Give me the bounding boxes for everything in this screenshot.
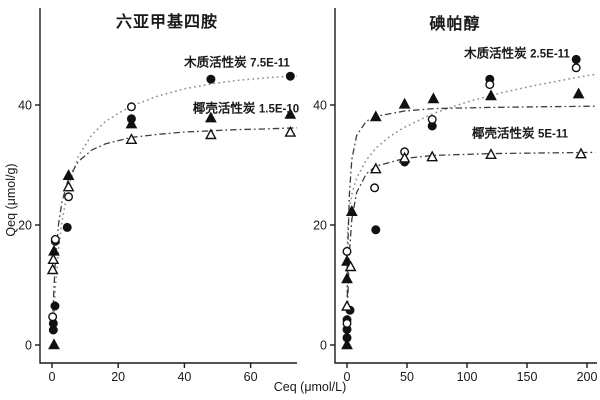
data-point xyxy=(126,102,136,112)
x-tick-label: 0 xyxy=(344,370,351,384)
data-point xyxy=(48,338,60,350)
panel-0: 0 20 40 0 20 40 60 xyxy=(18,8,297,384)
panel-title-iopamidol: 碘帕醇 xyxy=(429,16,481,33)
annotation-right-wood-carbon-name: 木质活性炭 xyxy=(464,46,531,61)
data-point xyxy=(485,148,497,159)
axis-spine xyxy=(334,8,597,364)
data-point xyxy=(426,150,439,162)
y-tick-label: 40 xyxy=(18,99,32,113)
data-point xyxy=(62,222,72,232)
y-axis-label: Qeq (μmol/g) xyxy=(4,163,18,237)
annotation-right-coconut-carbon-coef: 5E-11 xyxy=(537,128,569,141)
data-point xyxy=(285,71,295,81)
data-point xyxy=(398,151,411,163)
data-point xyxy=(342,318,352,328)
data-point xyxy=(341,338,353,350)
data-point xyxy=(205,128,217,140)
panel-1: 0 20 40 0 50 100 150 200 xyxy=(313,8,597,384)
x-tick-label: 20 xyxy=(111,370,125,384)
data-point xyxy=(205,111,217,123)
data-point xyxy=(62,169,75,180)
data-point xyxy=(485,80,495,90)
data-point xyxy=(50,234,60,244)
data-point xyxy=(572,87,585,99)
data-point xyxy=(62,180,75,192)
data-point xyxy=(284,125,297,137)
annotation-right-coconut-carbon-name: 椰壳活性炭 xyxy=(471,126,538,141)
data-point xyxy=(206,74,216,84)
data-point xyxy=(371,225,381,235)
data-point xyxy=(125,133,138,144)
x-tick-label: 50 xyxy=(400,370,414,384)
data-point xyxy=(47,253,60,264)
y-tick-label: 0 xyxy=(25,339,32,353)
data-point xyxy=(284,107,297,119)
annotation-right-coconut-carbon: 椰壳活性炭 5E-11 xyxy=(472,123,568,142)
annotation-left-wood-carbon-name: 木质活性炭 xyxy=(184,55,251,70)
data-point xyxy=(48,312,58,322)
data-point xyxy=(50,301,60,311)
data-point xyxy=(427,92,440,104)
x-tick-label: 0 xyxy=(49,370,56,384)
fit-curve xyxy=(346,151,596,322)
x-tick-label: 150 xyxy=(517,370,538,384)
x-tick-label: 200 xyxy=(577,370,598,384)
data-point xyxy=(485,89,497,101)
data-point xyxy=(341,272,353,284)
data-point xyxy=(64,192,74,202)
data-point xyxy=(398,97,411,109)
annotation-left-coconut-carbon-coef: 1.5E-10 xyxy=(258,103,300,116)
data-point xyxy=(571,54,581,64)
data-point xyxy=(369,110,382,122)
data-point xyxy=(427,114,437,124)
data-point xyxy=(342,246,352,256)
y-tick-label: 0 xyxy=(320,339,327,353)
data-point xyxy=(344,260,357,272)
x-axis-label: Ceq (μmol/L) xyxy=(273,380,347,394)
data-point xyxy=(125,117,138,129)
data-point xyxy=(46,263,59,275)
x-tick-label: 40 xyxy=(177,370,191,384)
annotation-left-wood-carbon-coef: 7.5E-11 xyxy=(250,57,290,70)
panel-title-hexamethylenetetramine: 六亚甲基四胺 xyxy=(115,14,219,31)
fit-curve xyxy=(52,127,297,312)
x-tick-label: 100 xyxy=(457,370,478,384)
fit-curve xyxy=(346,105,596,297)
axis-spine xyxy=(39,8,297,364)
data-point xyxy=(571,63,581,73)
data-point xyxy=(345,205,358,216)
data-point xyxy=(575,147,587,159)
y-tick-label: 40 xyxy=(313,99,327,113)
data-point xyxy=(48,244,60,256)
annotation-left-wood-carbon: 木质活性炭 7.5E-11 xyxy=(184,52,290,71)
annotation-left-coconut-carbon: 椰壳活性炭 1.5E-10 xyxy=(193,98,299,117)
y-tick-label: 20 xyxy=(313,219,327,233)
data-point xyxy=(370,183,380,193)
annotation-right-wood-carbon-coef: 2.5E-11 xyxy=(530,48,570,61)
data-point xyxy=(369,162,382,174)
x-tick-label: 60 xyxy=(244,370,258,384)
annotation-left-coconut-carbon-name: 椰壳活性炭 xyxy=(192,101,259,116)
data-point xyxy=(341,299,353,311)
annotation-right-wood-carbon: 木质活性炭 2.5E-11 xyxy=(464,43,570,62)
y-tick-label: 20 xyxy=(18,219,32,233)
